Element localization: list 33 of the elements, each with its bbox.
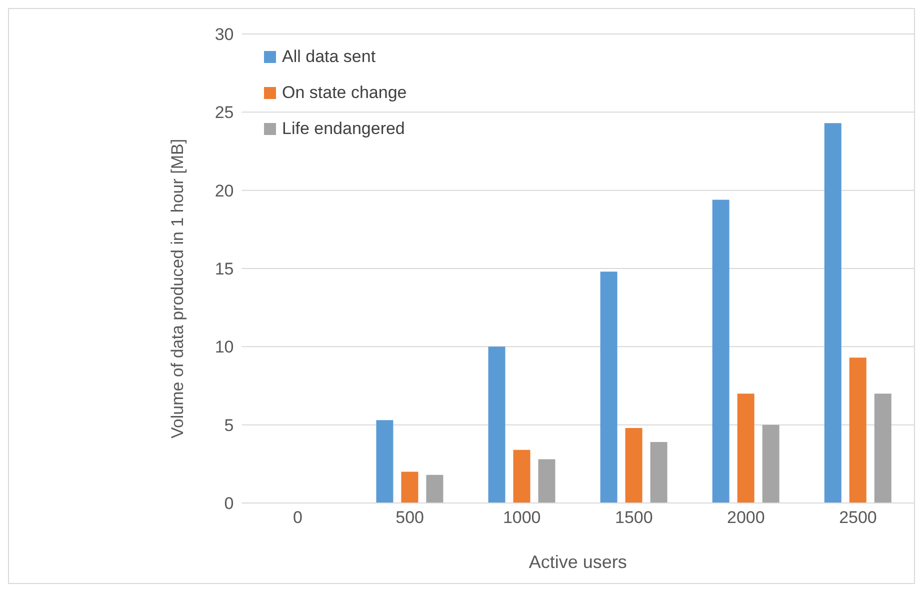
legend-label: All data sent: [282, 46, 376, 68]
bar: [600, 272, 618, 503]
y-tick-label: 15: [214, 260, 234, 279]
bar: [849, 358, 866, 503]
bar: [426, 474, 444, 503]
bar: [650, 442, 668, 503]
x-tick-label: 1000: [502, 508, 541, 528]
bar: [401, 472, 418, 503]
legend-label: On state change: [282, 82, 407, 104]
x-tick-label: 500: [396, 508, 424, 528]
y-tick-label: 10: [214, 338, 234, 357]
x-tick-label: 2000: [727, 508, 765, 528]
bar: [712, 200, 730, 503]
bar: [737, 394, 754, 503]
y-axis-title: Volume of data produced in 1 hour [MB]: [168, 138, 187, 438]
y-tick-label: 5: [224, 416, 234, 435]
bar: [538, 459, 556, 503]
x-tick-label: 0: [293, 508, 303, 528]
bar: [762, 424, 780, 503]
bar: [376, 420, 394, 503]
bar: [513, 450, 530, 503]
bar: [625, 428, 642, 503]
y-tick-label: 30: [214, 25, 234, 44]
y-tick-label: 20: [214, 181, 234, 200]
x-tick-label: 2500: [839, 508, 877, 528]
y-tick-label: 0: [224, 494, 234, 514]
x-axis-title: Active users: [528, 552, 627, 572]
y-tick-label: 25: [214, 103, 234, 122]
legend-label: Life endangered: [282, 118, 405, 140]
bar: [874, 394, 892, 503]
x-tick-label: 1500: [614, 508, 653, 528]
bar: [824, 123, 842, 503]
bar: [488, 346, 506, 503]
